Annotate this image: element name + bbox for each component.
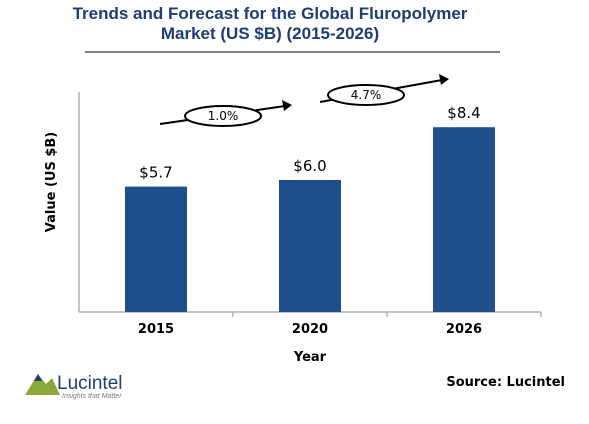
chart-title-line-2: Market (US $B) (2015-2026): [161, 24, 379, 43]
x-tick-label-2020: 2020: [292, 322, 328, 337]
value-label-2026: $8.4: [447, 104, 480, 122]
lucintel-logo: Lucintel Insights that Matter: [25, 373, 123, 400]
growth-ellipse-2: [327, 84, 405, 106]
growth-annotations: 1.0% 4.7%: [159, 74, 449, 127]
x-axis-title: Year: [293, 350, 327, 365]
x-tick-label-2026: 2026: [446, 322, 482, 337]
value-label-2015: $5.7: [139, 164, 172, 182]
logo-name: Lucintel: [57, 373, 123, 394]
bar-2015: [125, 186, 187, 312]
growth-label-2: 4.7%: [351, 88, 382, 102]
bars-group: $5.7 2015 $6.0 2020 $8.4 2026: [125, 104, 542, 337]
logo-tagline: Insights that Matter: [62, 393, 122, 400]
growth-arrow-1-head: [282, 100, 292, 111]
chart-title-line-1: Trends and Forecast for the Global Fluro…: [73, 4, 468, 23]
value-label-2020: $6.0: [293, 157, 326, 175]
y-axis-title: Value (US $B): [44, 132, 59, 232]
logo-mountain-icon: [25, 374, 60, 395]
growth-arrow-2-head: [439, 74, 449, 85]
bar-2020: [279, 180, 341, 312]
bar-2026: [433, 127, 495, 312]
source-label: Source: Lucintel: [446, 375, 565, 390]
x-tick-label-2015: 2015: [138, 322, 174, 337]
growth-label-1: 1.0%: [208, 109, 239, 123]
growth-ellipse-1: [184, 105, 262, 127]
logo-peak-icon: [34, 374, 42, 381]
